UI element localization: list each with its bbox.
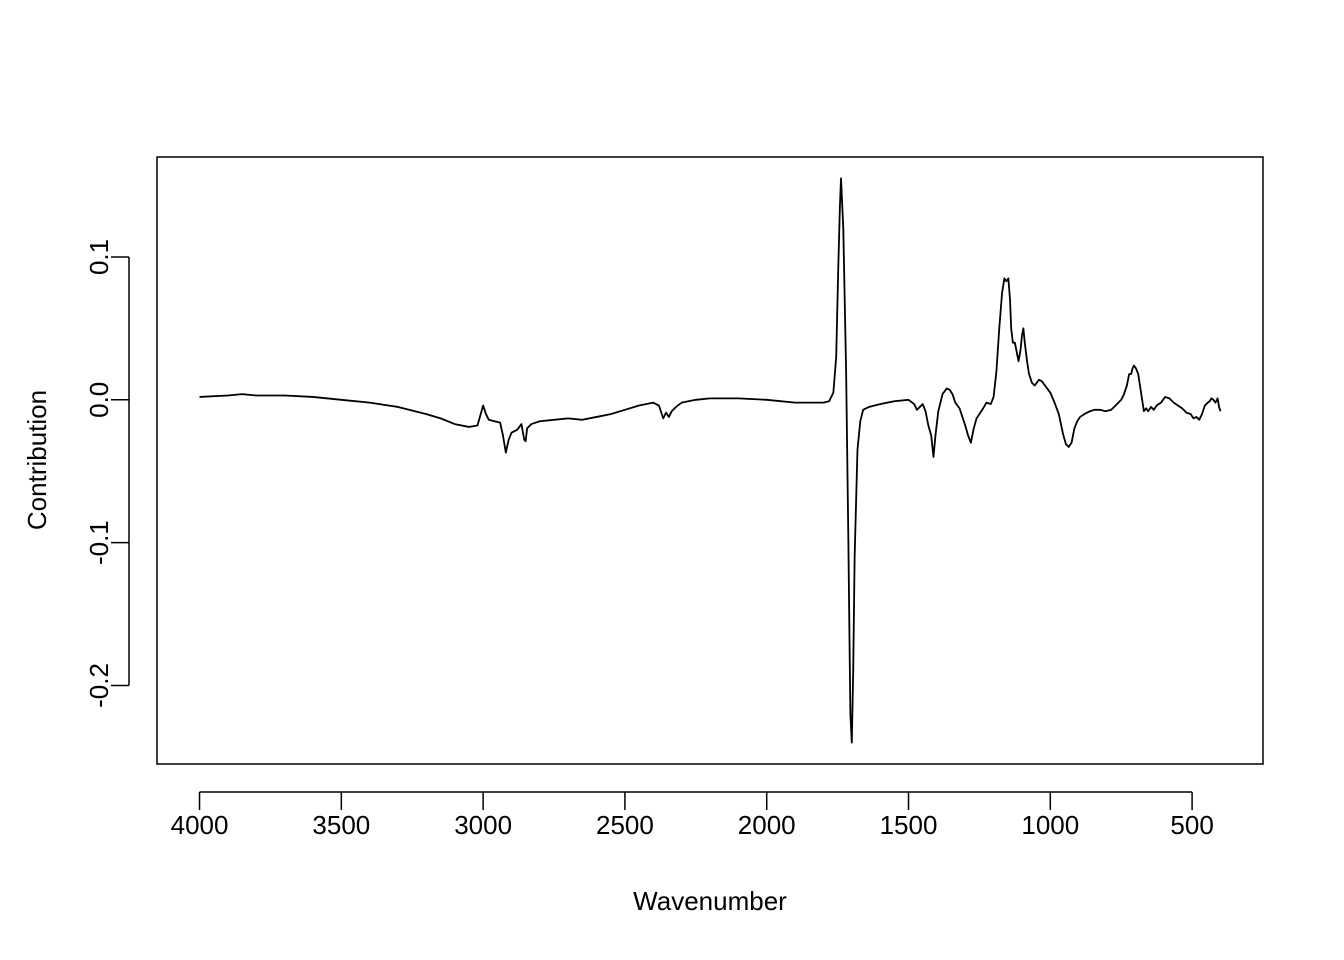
y-axis: 0.1 0.0 -0.1 -0.2 xyxy=(84,239,130,708)
y-axis-title: Contribution xyxy=(22,390,52,530)
y-tick-label: 0.0 xyxy=(84,382,114,418)
x-tick-label: 3000 xyxy=(454,810,512,840)
y-tick-label: -0.1 xyxy=(84,520,114,565)
x-tick-label: 2500 xyxy=(596,810,654,840)
series-line xyxy=(199,177,1222,744)
x-axis-title: Wavenumber xyxy=(633,886,787,916)
x-tick-label: 1000 xyxy=(1021,810,1079,840)
x-tick-label: 3500 xyxy=(312,810,370,840)
x-tick-label: 2000 xyxy=(738,810,796,840)
x-tick-label: 4000 xyxy=(171,810,229,840)
plot-frame xyxy=(156,156,1264,765)
x-tick-label: 500 xyxy=(1170,810,1213,840)
x-axis: 4000 3500 3000 2500 2000 1500 1000 500 xyxy=(171,791,1214,840)
x-tick-label: 1500 xyxy=(880,810,938,840)
y-tick-label: 0.1 xyxy=(84,239,114,275)
y-tick-label: -0.2 xyxy=(84,663,114,708)
